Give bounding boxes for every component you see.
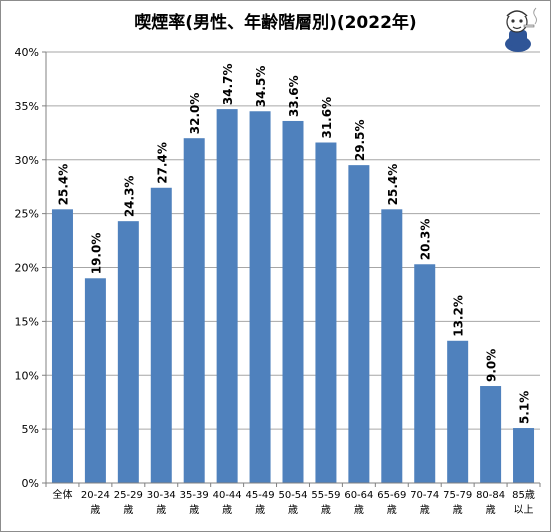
- mascot-illustration: [505, 7, 537, 52]
- bar: [282, 120, 304, 484]
- x-tick-label: 55-59: [311, 490, 340, 501]
- x-tick-label: 60-64: [344, 490, 373, 501]
- x-tick-label: 50-54: [278, 490, 307, 501]
- y-tick-label: 0%: [22, 477, 39, 490]
- data-label: 32.0%: [188, 93, 202, 135]
- data-label: 34.5%: [254, 66, 268, 108]
- bar: [249, 111, 271, 483]
- bars: [51, 109, 535, 484]
- x-tick-label: 歳: [354, 504, 364, 516]
- x-tick-label: 歳: [255, 504, 265, 516]
- x-tick-label: 80-84: [476, 490, 505, 501]
- y-tick-label: 35%: [15, 100, 39, 113]
- data-label: 13.2%: [452, 295, 466, 337]
- x-tick-label: 30-34: [147, 490, 176, 501]
- x-tick-label: 歳: [123, 504, 133, 516]
- data-label: 9.0%: [485, 349, 499, 382]
- x-tick-label: 35-39: [180, 490, 209, 501]
- bar: [51, 209, 73, 483]
- data-label: 25.4%: [56, 164, 70, 206]
- x-tick-label: 65-69: [377, 490, 406, 501]
- y-tick-label: 20%: [15, 262, 39, 275]
- x-tick-label: 歳: [90, 504, 100, 516]
- axes: [45, 52, 540, 484]
- bar: [447, 340, 469, 483]
- x-tick-label: 75-79: [443, 490, 472, 501]
- x-tick-label: 歳: [156, 504, 166, 516]
- bar: [315, 142, 337, 483]
- chart-title: 喫煙率(男性、年齢階層別)(2022年): [134, 13, 417, 33]
- x-axis-ticks: 全体 20-24 歳 25-29 歳 30-34 歳 35-39 歳 40-44 歳 45-49 歳 50…: [45, 483, 541, 516]
- data-label: 19.0%: [89, 233, 103, 275]
- data-label: 34.7%: [221, 63, 235, 105]
- bar: [414, 264, 436, 483]
- y-tick-label: 25%: [15, 208, 39, 221]
- data-label: 27.4%: [155, 142, 169, 184]
- y-tick-label: 15%: [15, 315, 39, 328]
- bar: [513, 428, 535, 483]
- y-tick-label: 10%: [15, 369, 39, 382]
- x-tick-label: 20-24: [81, 490, 110, 501]
- bar: [348, 165, 370, 483]
- x-tick-label: 85歳: [512, 489, 535, 501]
- data-label: 24.3%: [122, 176, 136, 218]
- x-tick-label: 歳: [420, 504, 430, 516]
- data-label: 5.1%: [518, 391, 532, 424]
- x-tick-label: 25-29: [114, 490, 143, 501]
- x-tick-label: 70-74: [410, 490, 439, 501]
- data-label: 33.6%: [287, 75, 301, 117]
- bar: [381, 209, 403, 483]
- bar: [117, 221, 139, 484]
- data-label: 20.3%: [419, 219, 433, 261]
- x-tick-label: 歳: [387, 504, 397, 516]
- bar: [84, 278, 106, 483]
- data-label: 25.4%: [386, 164, 400, 206]
- x-tick-label: 全体: [52, 488, 72, 501]
- bar: [183, 138, 205, 483]
- x-tick-label: 歳: [189, 504, 199, 516]
- bar: [216, 109, 238, 484]
- x-tick-label: 歳: [321, 504, 331, 516]
- x-tick-label: 歳: [288, 504, 298, 516]
- bar: [480, 386, 502, 483]
- y-axis-ticks: 0% 5% 10% 15% 20% 25% 30% 35% 40%: [15, 46, 46, 490]
- x-tick-label: 歳: [453, 504, 463, 516]
- y-tick-label: 5%: [22, 423, 39, 436]
- x-tick-label: 以上: [514, 504, 534, 516]
- x-tick-label: 歳: [486, 504, 496, 516]
- bar: [150, 187, 172, 483]
- data-label: 31.6%: [320, 97, 334, 139]
- y-tick-label: 30%: [15, 154, 39, 167]
- data-label: 29.5%: [353, 119, 367, 161]
- y-tick-label: 40%: [15, 46, 39, 59]
- x-tick-label: 45-49: [246, 490, 275, 501]
- x-tick-label: 40-44: [213, 490, 242, 501]
- data-labels: 25.4% 19.0% 24.3% 27.4% 32.0% 34.7% 34.5% 33.6%…: [56, 63, 531, 424]
- x-tick-label: 歳: [222, 504, 232, 516]
